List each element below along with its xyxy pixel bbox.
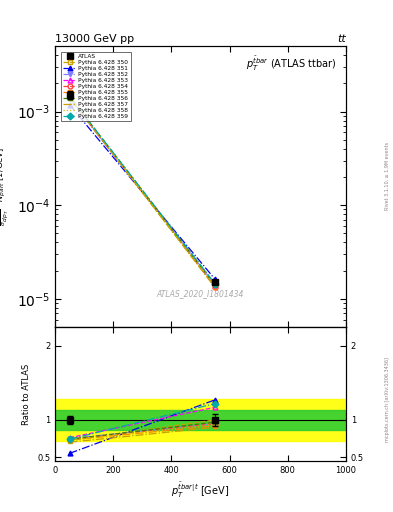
Line: Pythia 6.428 357: Pythia 6.428 357 (70, 97, 215, 288)
Pythia 6.428 358 (67, 94, 72, 100)
Pythia 6.428 350 (67, 93, 72, 99)
Text: ATLAS_2020_I1801434: ATLAS_2020_I1801434 (157, 289, 244, 298)
Text: mcplots.cern.ch [arXiv:1306.3436]: mcplots.cern.ch [arXiv:1306.3436] (385, 357, 390, 442)
Pythia 6.428 354 (213, 284, 217, 290)
Pythia 6.428 350 (213, 281, 217, 287)
Line: Pythia 6.428 350: Pythia 6.428 350 (67, 94, 217, 286)
Pythia 6.428 351 (67, 102, 72, 108)
Pythia 6.428 356 (213, 282, 217, 288)
Line: Pythia 6.428 358: Pythia 6.428 358 (70, 97, 215, 286)
Text: $p_T^{\bar{t}bar}$ (ATLAS ttbar): $p_T^{\bar{t}bar}$ (ATLAS ttbar) (246, 54, 337, 73)
Line: Pythia 6.428 352: Pythia 6.428 352 (67, 96, 217, 287)
Pythia 6.428 355 (67, 94, 72, 100)
Bar (55, 399, 346, 441)
Pythia 6.428 353 (213, 283, 217, 289)
Pythia 6.428 359 (213, 281, 217, 287)
Line: Pythia 6.428 355: Pythia 6.428 355 (67, 95, 217, 289)
Line: Pythia 6.428 359: Pythia 6.428 359 (67, 94, 217, 286)
Line: Pythia 6.428 351: Pythia 6.428 351 (67, 102, 217, 282)
Pythia 6.428 354 (67, 95, 72, 101)
Text: tt: tt (337, 33, 346, 44)
X-axis label: $p^{\bar{t}bar|t}_T$ [GeV]: $p^{\bar{t}bar|t}_T$ [GeV] (171, 480, 230, 500)
Line: Pythia 6.428 354: Pythia 6.428 354 (67, 95, 217, 289)
Pythia 6.428 352 (213, 282, 217, 288)
Pythia 6.428 355 (213, 284, 217, 290)
Line: Pythia 6.428 353: Pythia 6.428 353 (67, 95, 217, 288)
Pythia 6.428 358 (213, 283, 217, 289)
Pythia 6.428 351 (213, 276, 217, 282)
Y-axis label: Ratio to ATLAS: Ratio to ATLAS (22, 364, 31, 424)
Pythia 6.428 352 (67, 95, 72, 101)
Bar (55, 410, 346, 430)
Pythia 6.428 356 (67, 93, 72, 99)
Line: Pythia 6.428 356: Pythia 6.428 356 (67, 94, 217, 288)
Text: 13000 GeV pp: 13000 GeV pp (55, 33, 134, 44)
Pythia 6.428 357 (213, 285, 217, 291)
Pythia 6.428 353 (67, 94, 72, 100)
Legend: ATLAS, Pythia 6.428 350, Pythia 6.428 351, Pythia 6.428 352, Pythia 6.428 353, P: ATLAS, Pythia 6.428 350, Pythia 6.428 35… (61, 52, 131, 121)
Pythia 6.428 359 (67, 93, 72, 99)
Pythia 6.428 357 (67, 94, 72, 100)
Y-axis label: $\frac{1}{\sigma}\frac{d^2\sigma}{dp_T}$ $\cdot$ $N_{part}$ [1/GeV]: $\frac{1}{\sigma}\frac{d^2\sigma}{dp_T}$… (0, 147, 11, 226)
Text: Rivet 3.1.10, ≥ 1.9M events: Rivet 3.1.10, ≥ 1.9M events (385, 142, 390, 210)
